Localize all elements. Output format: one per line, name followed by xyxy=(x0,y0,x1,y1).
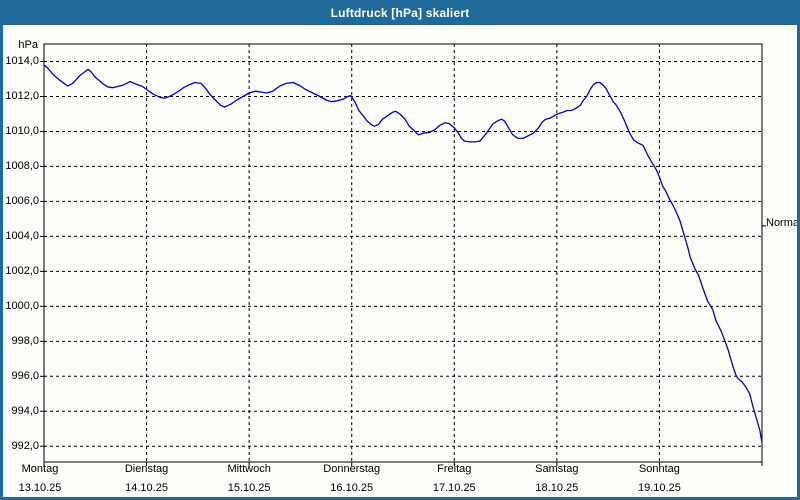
plot-border xyxy=(43,43,763,463)
y-axis-unit-label: hPa xyxy=(18,39,38,51)
y-axis-label: 994,0 xyxy=(11,405,39,418)
window-title: Luftdruck [hPa] skaliert xyxy=(330,5,470,20)
y-axis-label: 1014,0 xyxy=(5,55,39,68)
x-axis-date-label: 18.10.25 xyxy=(535,482,579,494)
y-axis-label: 1000,0 xyxy=(5,300,39,313)
y-axis-label: 1006,0 xyxy=(5,195,39,208)
pressure-line xyxy=(43,64,763,444)
x-axis-day-label: Dienstag xyxy=(124,463,169,475)
y-axis-label: 996,0 xyxy=(11,370,39,383)
window-titlebar[interactable]: Luftdruck [hPa] skaliert xyxy=(3,3,797,25)
y-axis-label: 1012,0 xyxy=(5,90,39,103)
pressure-chart xyxy=(40,43,766,466)
y-axis-label: 992,0 xyxy=(11,440,39,453)
x-axis-date-label: 17.10.25 xyxy=(432,482,476,494)
y-axis-label: 1008,0 xyxy=(5,160,39,173)
x-axis-day-label: Sonntag xyxy=(638,463,680,475)
y-axis-label: 1004,0 xyxy=(5,230,39,243)
x-axis-date-label: 16.10.25 xyxy=(330,482,374,494)
y-axis-label: 998,0 xyxy=(11,335,39,348)
x-axis-day-label: Montag xyxy=(21,463,59,475)
x-axis-date-label: 19.10.25 xyxy=(638,482,681,494)
y-axis-label: 1010,0 xyxy=(5,125,39,138)
x-axis-day-label: Mittwoch xyxy=(227,463,271,475)
x-axis-date-label: 14.10.25 xyxy=(125,482,168,494)
x-axis-day-label: Samstag xyxy=(535,463,579,475)
normal-level-label: Normal xyxy=(766,217,800,229)
y-axis-label: 1002,0 xyxy=(5,265,39,278)
x-axis-date-label: 13.10.25 xyxy=(18,482,62,494)
x-axis-day-label: Donnerstag xyxy=(323,463,381,475)
x-axis-day-label: Freitag xyxy=(437,463,472,475)
x-axis-date-label: 15.10.25 xyxy=(227,482,271,494)
